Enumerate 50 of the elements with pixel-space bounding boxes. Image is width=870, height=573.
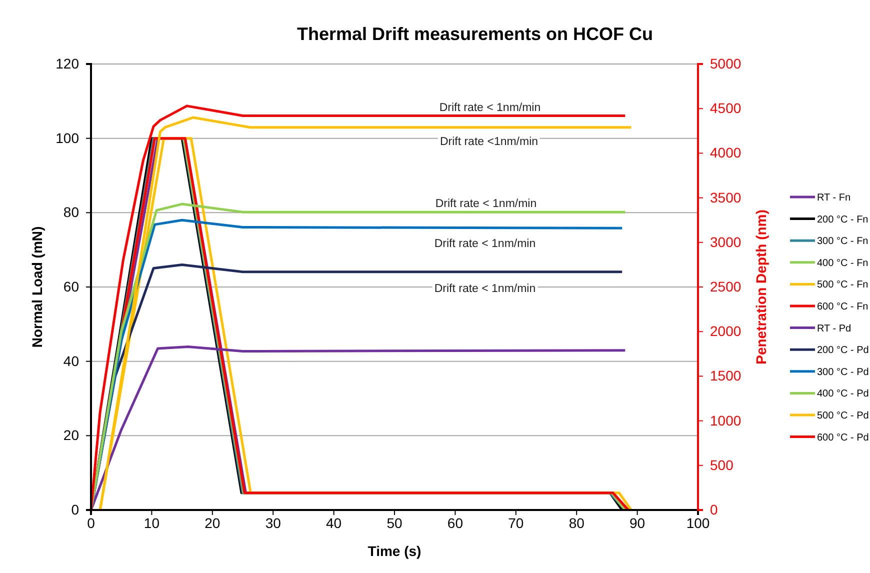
- legend-label: 200 °C - Fn: [817, 214, 868, 226]
- y2-tick-label: 3500: [710, 189, 742, 206]
- y2-tick-label: 5000: [710, 55, 742, 72]
- y-tick-label: 20: [63, 427, 80, 444]
- x-tick-label: 80: [568, 514, 585, 531]
- y2-tick-label: 1000: [710, 412, 742, 428]
- y-axis-title: Normal Load (mN): [29, 226, 45, 348]
- x-tick-label: 0: [87, 514, 96, 531]
- y-tick-label: 80: [63, 204, 80, 220]
- y2-tick-label: 1500: [710, 368, 742, 384]
- y-tick-label: 100: [56, 130, 80, 146]
- chart-title: Thermal Drift measurements on HCOF Cu: [296, 24, 654, 44]
- x-tick-label: 10: [144, 514, 160, 531]
- y-tick-label: 120: [56, 55, 80, 72]
- y2-tick-label: 3000: [710, 234, 742, 250]
- x-tick-label: 40: [326, 514, 342, 531]
- y-tick-label: 60: [63, 278, 80, 294]
- annotation: Drift rate < 1nm/min: [439, 102, 541, 114]
- legend-label: 300 °C - Fn: [817, 236, 868, 248]
- legend-label: 600 °C - Fn: [817, 302, 868, 312]
- annotation: Drift rate < 1nm/min: [435, 198, 537, 210]
- x-tick-label: 20: [204, 514, 220, 531]
- legend-label: 300 °C - Pd: [817, 366, 869, 378]
- annotation: Drift rate < 1nm/min: [434, 238, 536, 250]
- x-axis-title: Time (s): [368, 543, 422, 559]
- y2-tick-label: 4000: [710, 144, 742, 161]
- x-tick-label: 90: [630, 514, 646, 531]
- legend-label: 600 °C - Pd: [817, 432, 869, 444]
- y-tick-label: 0: [71, 501, 80, 518]
- y2-tick-label: 2000: [710, 323, 742, 340]
- y-tick-label: 40: [63, 352, 80, 369]
- y2-axis-title: Penetration Depth (nm): [753, 210, 769, 364]
- x-tick-label: 70: [508, 514, 524, 531]
- y2-tick-label: 2500: [710, 278, 742, 294]
- legend-label: 400 °C - Fn: [817, 258, 868, 269]
- x-tick-label: 50: [386, 514, 402, 531]
- legend-label: RT - Fn: [817, 192, 851, 204]
- x-tick-label: 60: [447, 514, 464, 531]
- x-tick-label: 100: [686, 514, 710, 531]
- legend-label: 500 °C - Fn: [817, 280, 868, 291]
- y2-tick-label: 0: [710, 501, 718, 518]
- annotation: Drift rate <1nm/min: [440, 136, 538, 148]
- annotation: Drift rate < 1nm/min: [434, 283, 536, 296]
- legend-label: 200 °C - Pd: [817, 345, 869, 356]
- legend-label: 400 °C - Pd: [817, 388, 869, 400]
- y2-tick-label: 500: [710, 456, 734, 473]
- y2-tick-label: 4500: [710, 100, 742, 116]
- legend-label: 500 °C - Pd: [817, 410, 869, 422]
- legend-label: RT - Pd: [817, 323, 852, 334]
- x-tick-label: 30: [265, 514, 282, 531]
